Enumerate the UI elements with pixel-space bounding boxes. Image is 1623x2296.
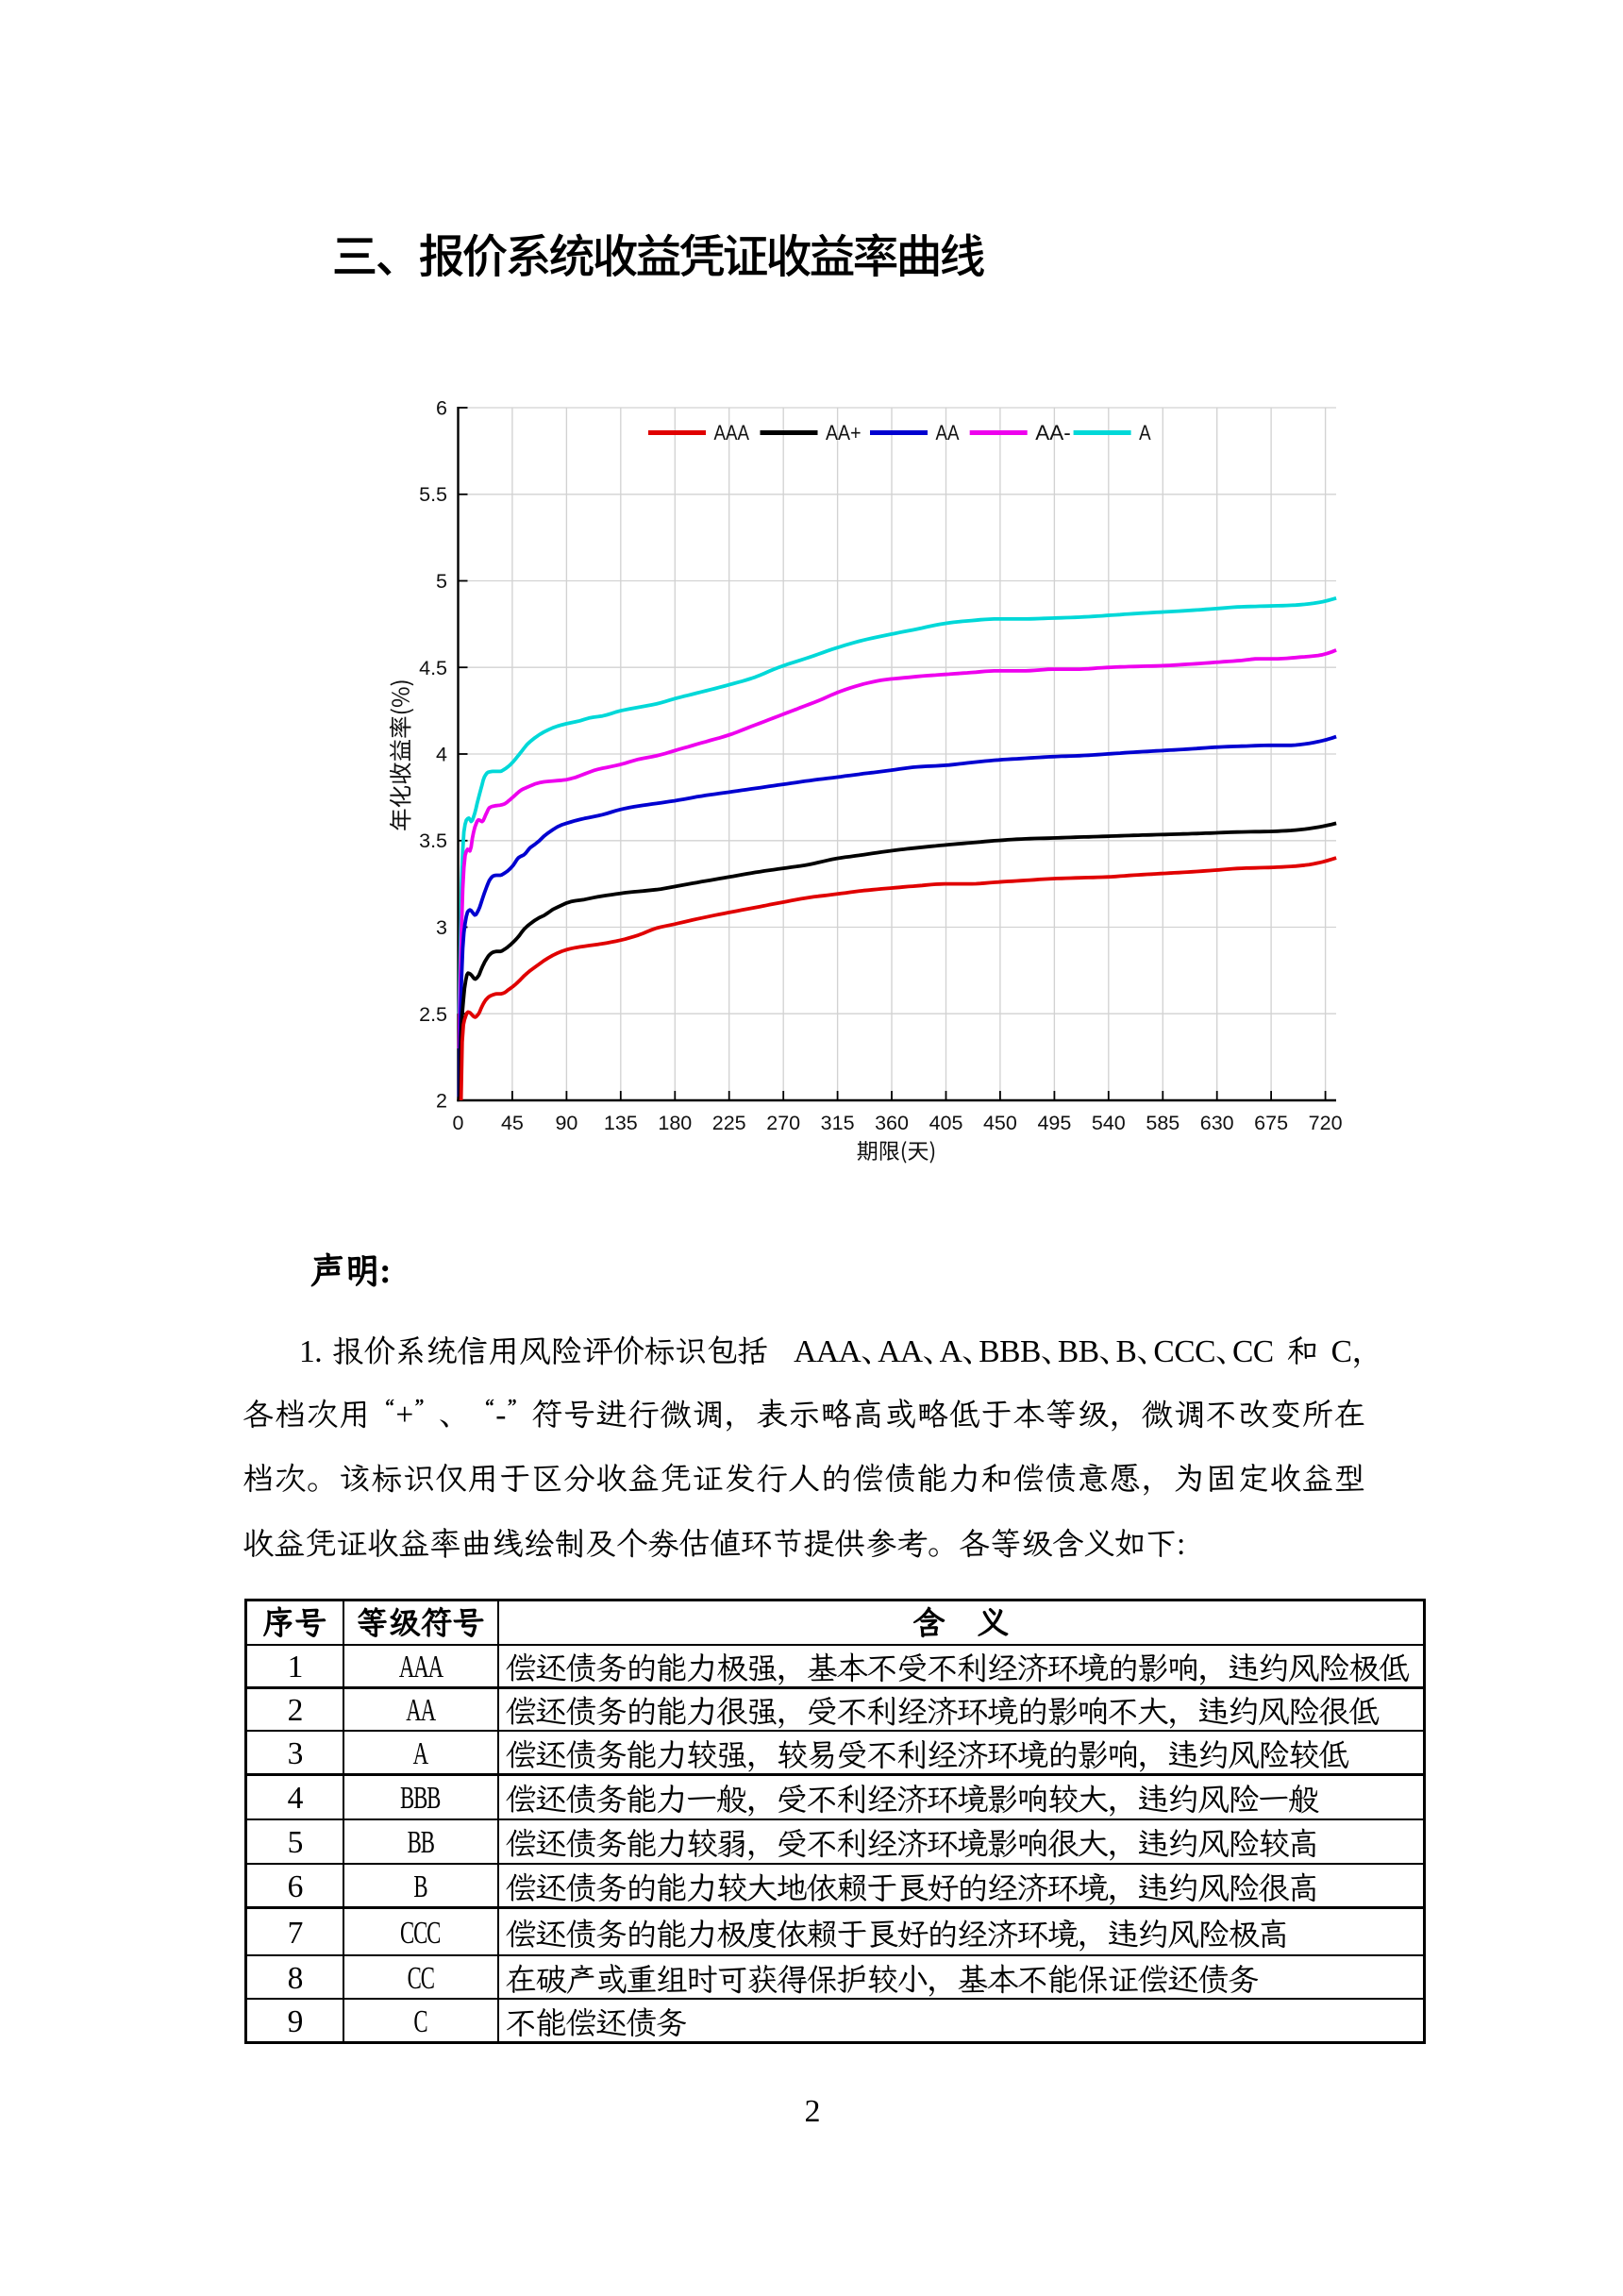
svg-text:270: 270 [766,1112,800,1134]
svg-text:3: 3 [436,916,447,939]
svg-text:495: 495 [1037,1112,1071,1134]
svg-text:年化收益率(%): 年化收益率(%) [384,679,417,831]
svg-text:AA-: AA- [1035,421,1071,444]
svg-text:AA+: AA+ [826,421,862,444]
svg-text:4.5: 4.5 [419,657,447,679]
svg-text:5: 5 [436,570,447,593]
svg-text:4: 4 [436,744,447,766]
svg-text:360: 360 [875,1112,909,1134]
svg-text:AAA: AAA [714,421,750,444]
svg-text:5.5: 5.5 [419,483,447,506]
svg-text:540: 540 [1092,1112,1126,1134]
svg-text:3.5: 3.5 [419,830,447,852]
svg-text:675: 675 [1254,1112,1288,1134]
svg-text:450: 450 [983,1112,1017,1134]
svg-text:6: 6 [436,397,447,420]
svg-text:2: 2 [436,1090,447,1113]
svg-text:0: 0 [453,1112,464,1134]
svg-text:A: A [1139,421,1151,444]
svg-text:630: 630 [1200,1112,1234,1134]
svg-text:期限(天): 期限(天) [857,1133,937,1165]
svg-text:45: 45 [501,1112,524,1134]
svg-text:135: 135 [604,1112,638,1134]
svg-text:AA: AA [936,421,960,444]
svg-text:585: 585 [1146,1112,1180,1134]
svg-text:720: 720 [1309,1112,1343,1134]
svg-text:90: 90 [555,1112,577,1134]
svg-text:225: 225 [712,1112,746,1134]
svg-text:2.5: 2.5 [419,1003,447,1026]
svg-text:405: 405 [929,1112,963,1134]
svg-text:315: 315 [821,1112,855,1134]
svg-text:180: 180 [658,1112,692,1134]
